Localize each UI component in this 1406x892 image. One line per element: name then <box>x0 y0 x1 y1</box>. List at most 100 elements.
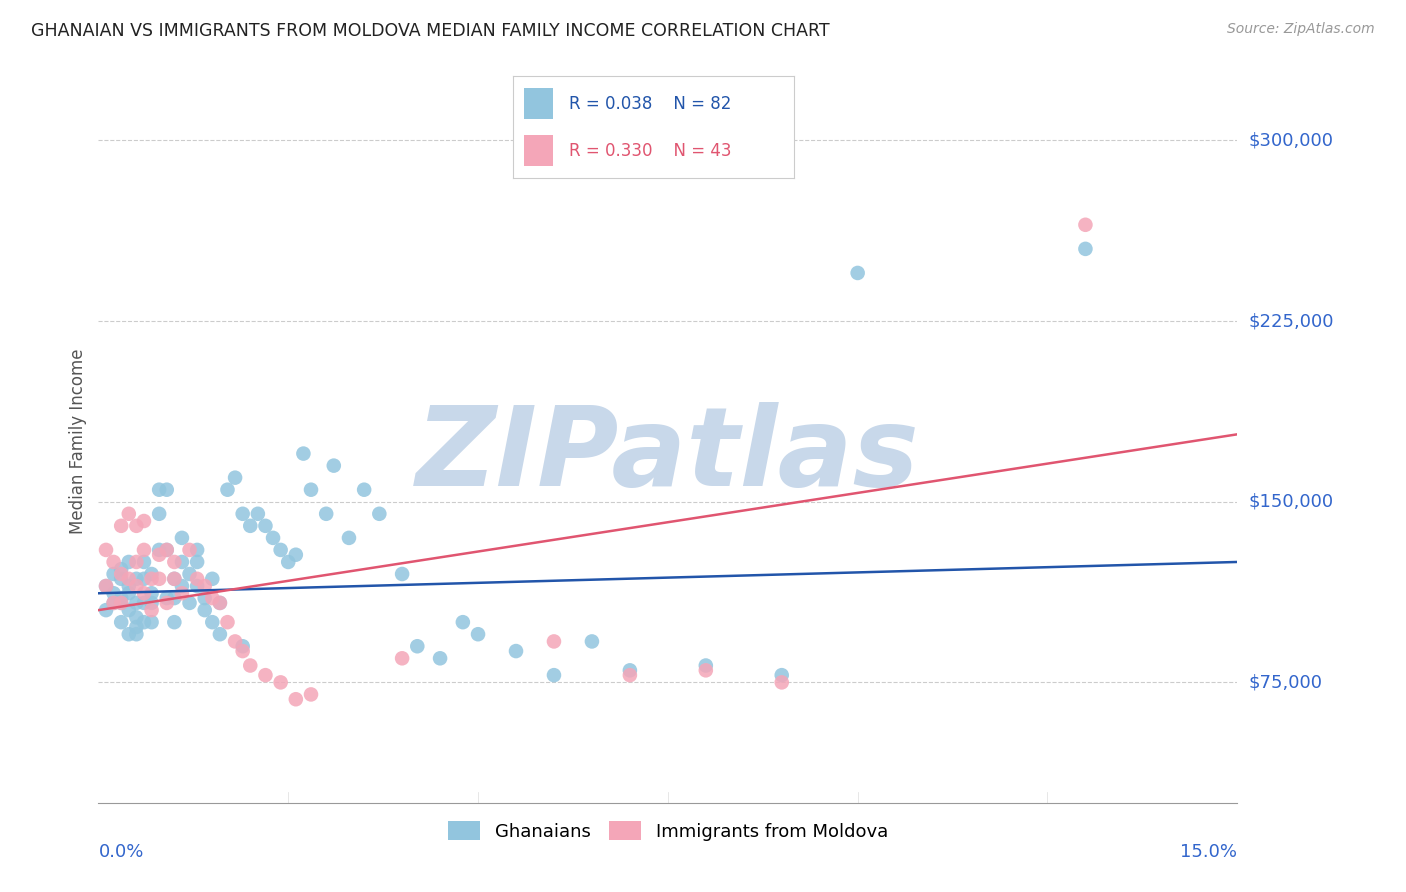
Point <box>224 471 246 485</box>
Point <box>315 507 337 521</box>
Point <box>118 579 141 593</box>
Point <box>125 596 148 610</box>
Point <box>208 596 231 610</box>
Point <box>110 519 132 533</box>
Point <box>132 542 155 557</box>
Point <box>110 591 132 606</box>
Point <box>201 615 224 630</box>
Point <box>846 266 869 280</box>
Point <box>118 555 141 569</box>
Point <box>163 615 186 630</box>
Point <box>232 507 254 521</box>
Point <box>125 627 148 641</box>
Point <box>208 596 231 610</box>
Point <box>125 519 148 533</box>
Point <box>284 692 307 706</box>
Point <box>770 668 793 682</box>
Point <box>163 591 186 606</box>
Point <box>770 675 793 690</box>
Point <box>239 519 262 533</box>
Point <box>141 586 163 600</box>
Point <box>179 567 201 582</box>
Point <box>103 586 125 600</box>
Point <box>148 483 170 497</box>
Point <box>132 555 155 569</box>
Point <box>118 586 141 600</box>
Point <box>163 572 186 586</box>
Point <box>141 603 163 617</box>
Text: GHANAIAN VS IMMIGRANTS FROM MOLDOVA MEDIAN FAMILY INCOME CORRELATION CHART: GHANAIAN VS IMMIGRANTS FROM MOLDOVA MEDI… <box>31 22 830 40</box>
Point <box>179 596 201 610</box>
Point <box>695 658 717 673</box>
Point <box>284 548 307 562</box>
Point <box>368 507 391 521</box>
Point <box>94 542 117 557</box>
Point <box>103 596 125 610</box>
Point <box>543 634 565 648</box>
Point <box>125 610 148 624</box>
Point <box>217 483 239 497</box>
Point <box>270 675 292 690</box>
Text: R = 0.330    N = 43: R = 0.330 N = 43 <box>569 142 733 160</box>
Point <box>619 668 641 682</box>
Point <box>232 639 254 653</box>
Point <box>141 572 163 586</box>
Point <box>208 627 231 641</box>
Point <box>277 555 299 569</box>
Point <box>429 651 451 665</box>
Point <box>103 596 125 610</box>
Point <box>132 514 155 528</box>
Point <box>170 531 193 545</box>
Point <box>353 483 375 497</box>
Point <box>1074 242 1097 256</box>
Bar <box>524 88 553 119</box>
Point <box>194 603 217 617</box>
Point <box>148 572 170 586</box>
Point <box>110 615 132 630</box>
Point <box>451 615 474 630</box>
Point <box>118 603 141 617</box>
Point <box>406 639 429 653</box>
Text: $75,000: $75,000 <box>1249 673 1323 691</box>
Point <box>467 627 489 641</box>
Point <box>94 579 117 593</box>
Point <box>110 572 132 586</box>
Point <box>110 567 132 582</box>
Point <box>125 579 148 593</box>
Point <box>505 644 527 658</box>
Point <box>156 542 179 557</box>
Point <box>118 507 141 521</box>
Point <box>110 596 132 610</box>
Point <box>186 542 208 557</box>
Point <box>194 591 217 606</box>
Point <box>246 507 269 521</box>
Point <box>125 572 148 586</box>
Text: 15.0%: 15.0% <box>1180 843 1237 861</box>
Point <box>201 572 224 586</box>
Point <box>94 579 117 593</box>
Point <box>299 483 322 497</box>
Point <box>156 483 179 497</box>
Point <box>299 687 322 701</box>
Point <box>217 615 239 630</box>
Point <box>148 507 170 521</box>
Text: 0.0%: 0.0% <box>98 843 143 861</box>
Point <box>125 620 148 634</box>
Point <box>132 572 155 586</box>
Point <box>179 542 201 557</box>
Legend: Ghanaians, Immigrants from Moldova: Ghanaians, Immigrants from Moldova <box>440 814 896 848</box>
Point <box>103 567 125 582</box>
Point <box>103 555 125 569</box>
Point <box>125 555 148 569</box>
Text: Source: ZipAtlas.com: Source: ZipAtlas.com <box>1227 22 1375 37</box>
Point <box>619 664 641 678</box>
Point <box>337 531 360 545</box>
Point <box>581 634 603 648</box>
Point <box>224 634 246 648</box>
Point <box>132 586 155 600</box>
Text: $225,000: $225,000 <box>1249 312 1334 330</box>
Point <box>262 531 284 545</box>
Point <box>156 596 179 610</box>
Point <box>156 591 179 606</box>
Point <box>170 555 193 569</box>
